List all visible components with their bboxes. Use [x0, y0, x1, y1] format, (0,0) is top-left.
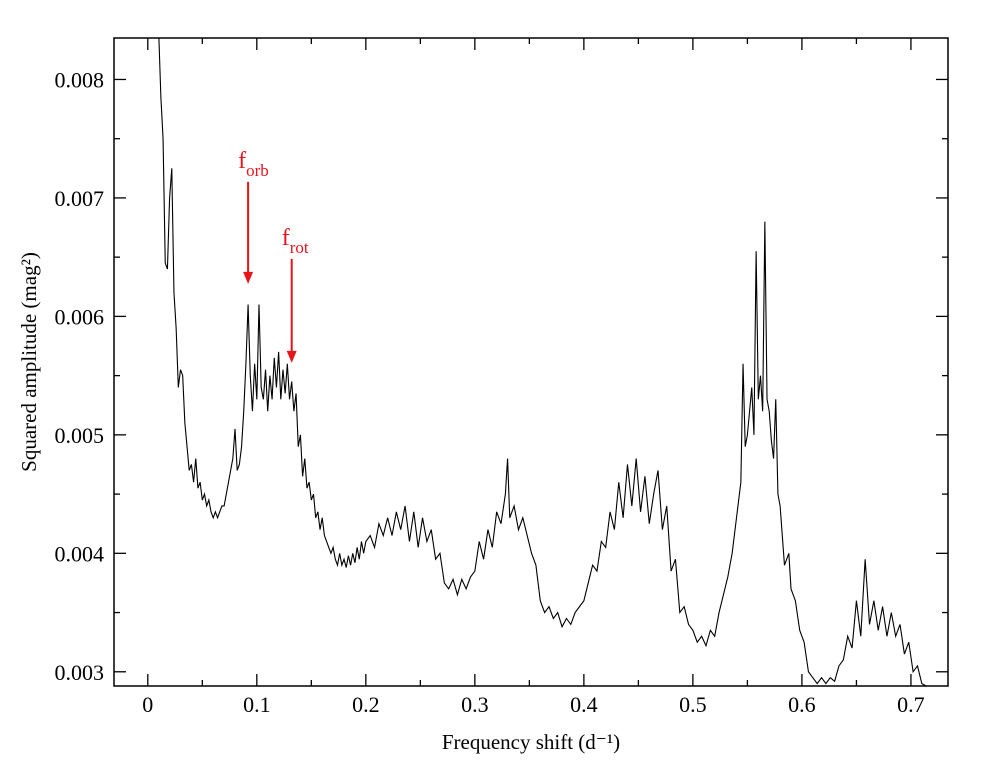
x-tick-label: 0.3 [461, 692, 489, 717]
plot-frame [113, 37, 949, 687]
annotation-subscript: orb [246, 161, 269, 180]
y-axis-label: Squared amplitude (mag²) [17, 252, 41, 472]
y-tick-label: 0.007 [55, 186, 105, 211]
annotation-arrowhead [286, 350, 297, 363]
y-tick-label: 0.003 [55, 660, 105, 685]
y-tick-label: 0.008 [55, 67, 105, 92]
y-tick-label: 0.006 [55, 304, 105, 329]
x-tick-label: 0.6 [788, 692, 816, 717]
x-tick-label: 0.5 [679, 692, 707, 717]
x-tick-label: 0.4 [570, 692, 598, 717]
annotation-subscript: rot [290, 238, 309, 257]
x-tick-label: 0.2 [352, 692, 380, 717]
annotation-text: f [282, 225, 290, 251]
annotation: frot [282, 225, 309, 257]
annotation-arrowhead [243, 271, 254, 284]
x-axis-label: Frequency shift (d⁻¹) [442, 730, 620, 754]
y-tick-label: 0.004 [55, 541, 105, 566]
annotation: forb [238, 148, 269, 180]
x-tick-label: 0.7 [897, 692, 925, 717]
y-tick-label: 0.005 [55, 423, 105, 448]
annotation-text: f [238, 148, 246, 174]
data-line [158, 38, 927, 686]
x-tick-label: 0 [142, 692, 153, 717]
x-tick-label: 0.1 [243, 692, 271, 717]
